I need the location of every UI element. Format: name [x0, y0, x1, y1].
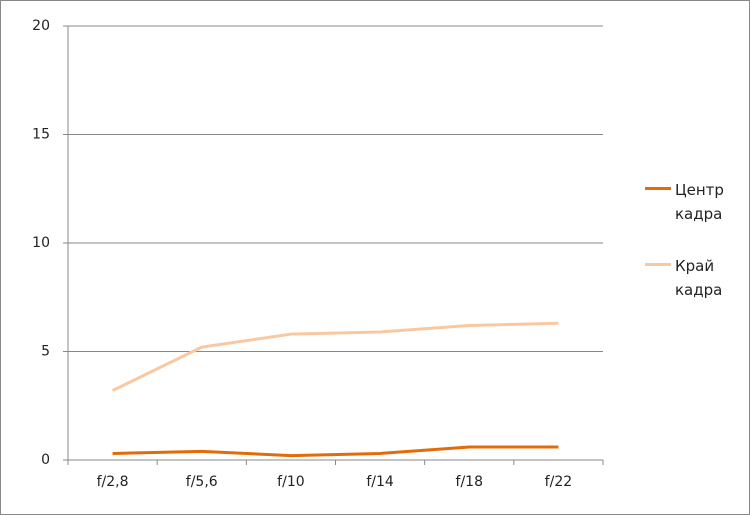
y-tick-label: 0 [41, 452, 50, 468]
y-tick-label: 15 [32, 127, 50, 143]
x-tick-label: f/10 [277, 474, 304, 490]
legend-swatch [645, 263, 671, 266]
legend-label: Край кадра [675, 257, 723, 299]
series-line [112, 445, 559, 458]
x-tick-label: f/22 [545, 474, 572, 490]
legend-entry: Центр кадра [645, 178, 745, 226]
x-tick-label: f/5,6 [186, 474, 218, 490]
legend-swatch [645, 187, 671, 190]
y-tick-label: 10 [32, 235, 50, 251]
y-tick-label: 5 [41, 344, 50, 360]
x-tick-label: f/2,8 [97, 474, 129, 490]
x-tick-label: f/18 [456, 474, 483, 490]
x-tick-label: f/14 [366, 474, 394, 490]
y-tick-label: 20 [32, 18, 50, 34]
series-line [111, 321, 559, 392]
legend-entry: Край кадра [645, 254, 745, 302]
legend-label: Центр кадра [675, 181, 724, 223]
